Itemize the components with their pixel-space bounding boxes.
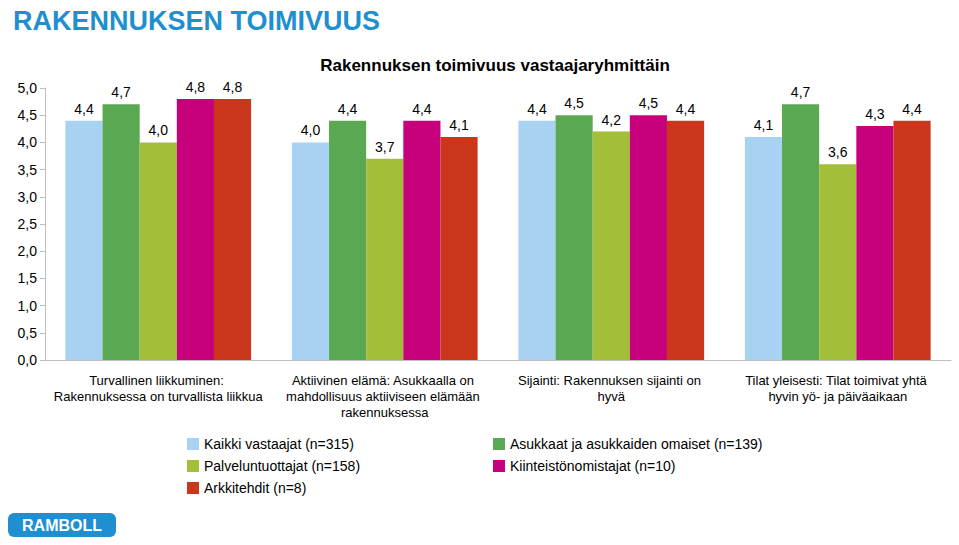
svg-text:0,5: 0,5	[18, 325, 38, 341]
svg-text:hyvin yö- ja päiväaikaan: hyvin yö- ja päiväaikaan	[768, 389, 907, 404]
svg-text:4,4: 4,4	[412, 101, 432, 117]
svg-text:4,5: 4,5	[564, 95, 584, 111]
svg-text:4,7: 4,7	[111, 84, 131, 100]
svg-text:Asukkaat ja asukkaiden omaiset: Asukkaat ja asukkaiden omaiset (n=139)	[510, 436, 763, 452]
svg-text:5,0: 5,0	[18, 80, 38, 96]
svg-text:4,5: 4,5	[18, 107, 38, 123]
svg-text:4,3: 4,3	[865, 106, 885, 122]
svg-text:1,0: 1,0	[18, 298, 38, 314]
svg-text:Palveluntuottajat (n=158): Palveluntuottajat (n=158)	[204, 458, 360, 474]
svg-text:4,0: 4,0	[301, 122, 321, 138]
svg-text:2,5: 2,5	[18, 216, 38, 232]
svg-text:4,0: 4,0	[149, 122, 169, 138]
svg-text:Tilat yleisesti: Tilat toimiva: Tilat yleisesti: Tilat toimivat yhtä	[745, 373, 930, 388]
svg-text:4,2: 4,2	[602, 112, 622, 128]
svg-text:3,5: 3,5	[18, 162, 38, 178]
svg-text:mahdollisuus aktiiviseen elämä: mahdollisuus aktiiviseen elämään	[286, 389, 483, 404]
svg-text:4,4: 4,4	[74, 101, 94, 117]
svg-text:4,8: 4,8	[186, 79, 206, 95]
svg-text:rakennuksessa: rakennuksessa	[341, 405, 429, 420]
svg-text:4,0: 4,0	[18, 134, 38, 150]
svg-text:RAMBOLL: RAMBOLL	[22, 517, 102, 534]
svg-text:Aktiivinen elämä: Asukkaalla o: Aktiivinen elämä: Asukkaalla on	[292, 373, 478, 388]
svg-text:3,6: 3,6	[828, 144, 848, 160]
svg-text:4,4: 4,4	[676, 101, 696, 117]
svg-text:Sijainti: Rakennuksen sijainti: Sijainti: Rakennuksen sijainti on	[518, 373, 704, 388]
svg-text:4,4: 4,4	[338, 101, 358, 117]
svg-text:Kiinteistönomistajat (n=10): Kiinteistönomistajat (n=10)	[510, 458, 675, 474]
svg-text:Rakennuksessa on turvallista l: Rakennuksessa on turvallista liikkua	[54, 389, 264, 404]
svg-text:Rakennuksen toimivuus vastaaja: Rakennuksen toimivuus vastaajaryhmittäin	[320, 56, 670, 75]
svg-text:4,4: 4,4	[527, 101, 547, 117]
svg-text:2,0: 2,0	[18, 243, 38, 259]
svg-text:4,1: 4,1	[449, 117, 469, 133]
svg-text:3,7: 3,7	[375, 139, 395, 155]
svg-text:4,7: 4,7	[791, 84, 811, 100]
svg-text:Turvallinen liikkuminen:: Turvallinen liikkuminen:	[89, 373, 227, 388]
svg-text:RAKENNUKSEN TOIMIVUUS: RAKENNUKSEN TOIMIVUUS	[13, 6, 380, 36]
svg-text:4,8: 4,8	[223, 79, 243, 95]
svg-text:1,5: 1,5	[18, 270, 38, 286]
svg-text:Kaikki vastaajat (n=315): Kaikki vastaajat (n=315)	[204, 436, 354, 452]
svg-text:4,4: 4,4	[902, 101, 922, 117]
svg-text:4,5: 4,5	[639, 95, 659, 111]
svg-text:3,0: 3,0	[18, 189, 38, 205]
svg-text:4,1: 4,1	[754, 117, 774, 133]
svg-text:0,0: 0,0	[18, 352, 38, 368]
svg-text:hyvä: hyvä	[598, 389, 626, 404]
svg-text:Arkkitehdit (n=8): Arkkitehdit (n=8)	[204, 480, 306, 496]
